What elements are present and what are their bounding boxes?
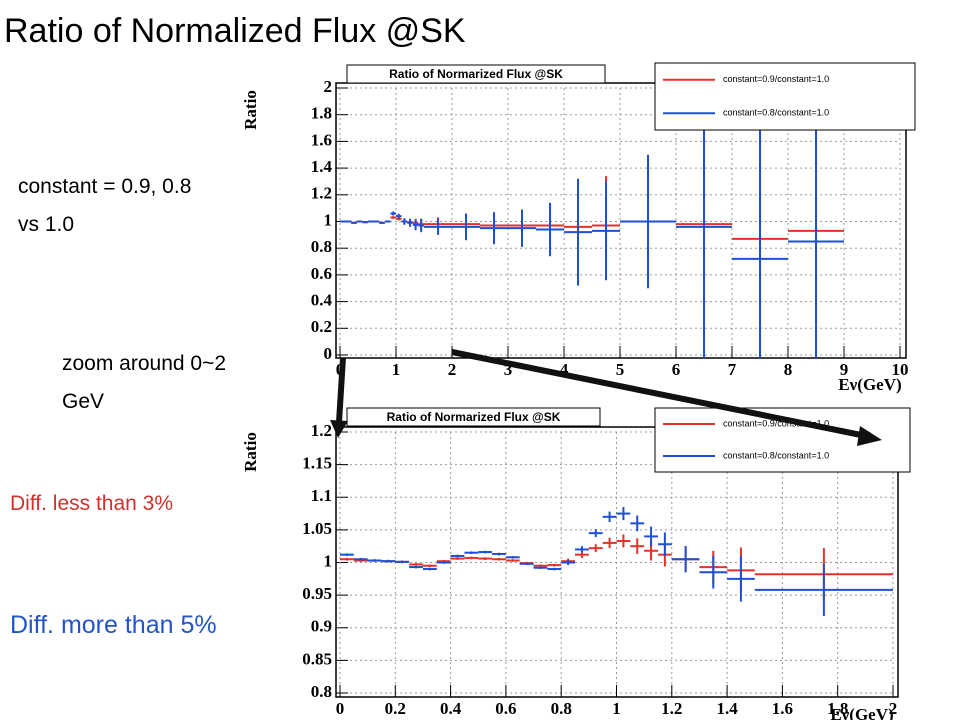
x-tick-label: 1 [612, 699, 621, 718]
y-tick-label: 1 [324, 551, 333, 570]
y-tick-label: 0.85 [302, 649, 332, 668]
title-box [346, 64, 606, 84]
x-tick-label: 6 [672, 360, 681, 379]
y-axis-label: Ratio [241, 90, 260, 130]
x-tick-label: 7 [728, 360, 737, 379]
y-tick-label: 0.8 [311, 237, 332, 256]
arrow-head [857, 426, 882, 446]
y-tick-label: 1.4 [311, 157, 333, 176]
x-tick-label: 2 [889, 699, 898, 718]
x-axis-label: Eν(GeV) [830, 705, 893, 720]
x-tick-label: 3 [504, 360, 513, 379]
x-tick-label: 0.8 [551, 699, 572, 718]
arrow [336, 357, 346, 423]
plot-area [340, 507, 893, 617]
x-axis-label: Eν(GeV) [838, 375, 901, 394]
chart-title: Ratio of Normarized Flux @SK [387, 410, 561, 424]
legend-label: constant=0.8/constant=1.0 [723, 108, 829, 118]
note: constant = 0.9, 0.8 [18, 175, 191, 198]
legend-label: constant=0.9/constant=1.0 [723, 418, 829, 428]
x-tick-label: 1.4 [716, 699, 738, 718]
chart-title: Ratio of Normarized Flux @SK [389, 67, 563, 81]
chart: 0.8 0.85 0.9 0.95 1 1.05 1.1 1.15 1.2 0 0.2 0.4 0.6 0… [241, 407, 911, 720]
x-tick-label: 1.2 [661, 699, 682, 718]
x-tick-label: 2 [448, 360, 457, 379]
x-tick-label: 0.2 [385, 699, 406, 718]
x-tick-label: 4 [560, 360, 569, 379]
note: GeV [62, 390, 104, 413]
x-tick-label: 5 [616, 360, 625, 379]
x-tick-label: 0.6 [495, 699, 516, 718]
legend-box [654, 62, 916, 131]
x-tick-label: 1 [392, 360, 401, 379]
y-tick-label: 1.15 [302, 454, 332, 473]
y-tick-label: 0 [324, 344, 333, 363]
y-tick-label: 1.6 [311, 130, 332, 149]
y-tick-label: 0.6 [311, 264, 332, 283]
y-tick-label: 0.9 [311, 617, 332, 636]
x-tick-label: 0.4 [440, 699, 462, 718]
charts: 0 0.2 0.4 0.6 0.8 1 1.2 1.4 1.6 1.8 2 0 1 2 3 4 5 6 7 8 9 10 R… [241, 62, 916, 720]
title-box [346, 407, 601, 427]
y-tick-label: 0.95 [302, 584, 332, 603]
slide-title: Ratio of Normalized Flux @SK [4, 12, 466, 50]
legend-label: constant=0.8/constant=1.0 [723, 450, 829, 460]
note: zoom around 0~2 [62, 352, 226, 375]
x-tick-label: 8 [784, 360, 793, 379]
y-tick-label: 2 [324, 77, 333, 96]
note: Diff. less than 3% [10, 492, 173, 515]
note: vs 1.0 [18, 213, 74, 236]
y-tick-label: 1.8 [311, 104, 332, 123]
y-tick-label: 1 [324, 210, 333, 229]
y-tick-label: 1.05 [302, 519, 332, 538]
y-axis-label: Ratio [241, 432, 260, 472]
y-tick-label: 1.2 [311, 421, 332, 440]
x-tick-label: 10 [892, 360, 909, 379]
x-tick-label: 1.6 [772, 699, 793, 718]
x-tick-label: 1.8 [827, 699, 848, 718]
y-tick-label: 0.8 [311, 682, 332, 701]
x-tick-label: 0 [336, 699, 345, 718]
chart: 00.20.40.60.811.21.41.61.82012345678910R… [241, 62, 916, 394]
y-tick-label: 1.1 [311, 486, 332, 505]
x-tick-label: 9 [840, 360, 849, 379]
legend-label: constant=0.9/constant=1.0 [723, 74, 829, 84]
arrow-head [330, 420, 348, 438]
plot-area [340, 83, 844, 358]
arrow [451, 349, 867, 439]
arrows [330, 349, 882, 446]
y-tick-label: 0.2 [311, 317, 332, 336]
y-tick-label: 0.4 [311, 291, 333, 310]
y-tick-label: 1.2 [311, 184, 332, 203]
note: Diff. more than 5% [10, 611, 217, 639]
